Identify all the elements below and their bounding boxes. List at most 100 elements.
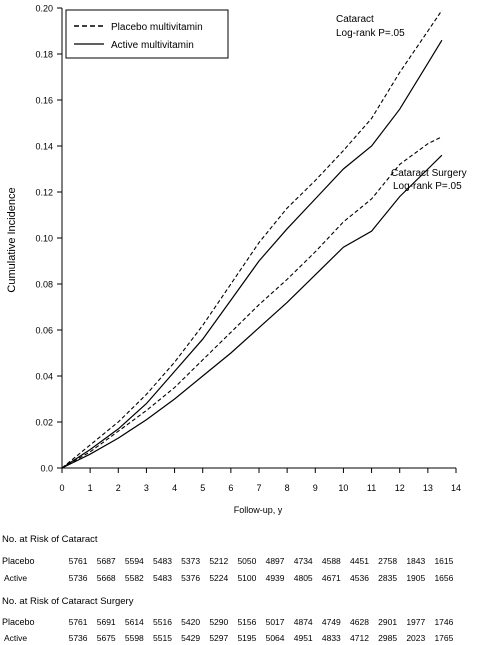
legend-active-label: Active multivitamin bbox=[111, 40, 194, 51]
risk-count-cell: 5515 bbox=[153, 633, 172, 643]
legend: Placebo multivitamin Active multivitamin bbox=[65, 9, 229, 59]
series-line-cataract-active-multivitamin bbox=[61, 39, 443, 469]
y-axis-label: Cumulative Incidence bbox=[6, 187, 18, 292]
y-tick-label: 0.08 bbox=[35, 280, 53, 290]
risk-count-cell: 5064 bbox=[265, 633, 285, 643]
risk-count-cell: 1615 bbox=[434, 556, 454, 566]
risk-count-cell: 5100 bbox=[237, 573, 257, 583]
risk-count-cell: 4833 bbox=[321, 633, 341, 643]
x-tick-label: 14 bbox=[451, 483, 461, 493]
series-line-cataract-placebo-multivitamin bbox=[61, 9, 443, 469]
risk-count-cell: 4939 bbox=[265, 573, 285, 583]
risk-count-cell: 5212 bbox=[209, 556, 229, 566]
risk-count-cell: 4874 bbox=[293, 617, 313, 627]
risk-row-placebo: Placebo 5761 5691 5614 5516 5420 5290 5156 5017… bbox=[0, 617, 500, 629]
risk-row-label: Active bbox=[4, 633, 28, 643]
risk-count-cell: 5691 bbox=[96, 617, 116, 627]
risk-count-cell: 5675 bbox=[96, 633, 116, 643]
legend-placebo-label: Placebo multivitamin bbox=[111, 22, 203, 33]
series-line-cataract-surgery-placebo-multivitamin bbox=[61, 136, 443, 469]
risk-count-cell: 5516 bbox=[153, 617, 172, 627]
risk-count-cell: 5429 bbox=[181, 633, 201, 643]
risk-count-cell: 1656 bbox=[434, 573, 454, 583]
risk-row-label: Placebo bbox=[2, 556, 35, 566]
series-line-cataract-surgery-active-multivitamin bbox=[61, 154, 443, 469]
cumulative-incidence-chart: 0.0 0.02 0.04 0.06 0.08 0.10 0.12 0.14 0.16 0.18 0… bbox=[6, 4, 467, 516]
risk-row-active: Active 5736 5668 5582 5483 5376 5224 5100 4939 4… bbox=[0, 573, 500, 585]
risk-count-cell: 4628 bbox=[350, 617, 369, 627]
y-tick-label: 0.12 bbox=[35, 188, 53, 198]
legend-box bbox=[65, 9, 229, 59]
risk-count-cell: 2985 bbox=[378, 633, 398, 643]
risk-table-title: No. at Risk of Cataract Surgery bbox=[2, 596, 134, 607]
risk-count-cell: 5483 bbox=[153, 556, 172, 566]
risk-count-cell: 5594 bbox=[124, 556, 144, 566]
x-tick-label: 0 bbox=[59, 483, 64, 493]
risk-count-cell: 5761 bbox=[68, 617, 88, 627]
risk-row-placebo: Placebo 5761 5687 5594 5483 5373 5212 5050 4897… bbox=[0, 556, 500, 568]
risk-count-cell: 4897 bbox=[265, 556, 285, 566]
y-tick-label: 0.10 bbox=[35, 234, 53, 244]
x-tick-label: 1 bbox=[88, 483, 93, 493]
y-axis-ticks: 0.0 0.02 0.04 0.06 0.08 0.10 0.12 0.14 0.16 0.18 0… bbox=[35, 4, 62, 474]
risk-count-cell: 5668 bbox=[96, 573, 116, 583]
x-axis-label: Follow-up, y bbox=[234, 505, 283, 515]
y-tick-label: 0.02 bbox=[35, 418, 53, 428]
risk-count-cell: 5050 bbox=[237, 556, 257, 566]
x-tick-label: 8 bbox=[285, 483, 290, 493]
x-tick-label: 6 bbox=[228, 483, 233, 493]
risk-count-cell: 5290 bbox=[209, 617, 229, 627]
annotation-cataract-line1: Cataract bbox=[336, 14, 374, 25]
y-tick-label: 0.06 bbox=[35, 326, 53, 336]
risk-count-cell: 4749 bbox=[321, 617, 341, 627]
plot-frame bbox=[61, 8, 456, 469]
risk-row-active: Active 5736 5675 5598 5515 5429 5297 5195 5064 4… bbox=[0, 633, 500, 645]
y-tick-label: 0.04 bbox=[35, 372, 53, 382]
risk-count-cell: 5598 bbox=[124, 633, 144, 643]
y-tick-label: 0.20 bbox=[35, 4, 53, 14]
risk-count-cell: 5736 bbox=[68, 573, 88, 583]
risk-count-cell: 5376 bbox=[181, 573, 201, 583]
annotation-surgery-line2: Log-rank P=.05 bbox=[393, 181, 462, 192]
chart-series bbox=[61, 9, 443, 469]
x-tick-label: 11 bbox=[367, 483, 376, 493]
x-tick-label: 13 bbox=[423, 483, 433, 493]
y-tick-label: 0.18 bbox=[35, 50, 53, 60]
risk-count-cell: 5736 bbox=[68, 633, 88, 643]
risk-count-cell: 5483 bbox=[153, 573, 172, 583]
risk-count-cell: 1765 bbox=[434, 633, 454, 643]
x-tick-label: 2 bbox=[116, 483, 121, 493]
risk-count-cell: 5297 bbox=[209, 633, 229, 643]
risk-count-cell: 5195 bbox=[237, 633, 257, 643]
risk-count-cell: 1746 bbox=[434, 617, 454, 627]
x-tick-label: 5 bbox=[200, 483, 205, 493]
x-tick-label: 4 bbox=[172, 483, 177, 493]
risk-count-cell: 4588 bbox=[321, 556, 341, 566]
x-axis-ticks: 0 1 2 3 4 5 6 7 8 9 10 11 12 13 14 bbox=[59, 468, 461, 493]
risk-table-title: No. at Risk of Cataract bbox=[2, 534, 98, 545]
risk-count-cell: 2835 bbox=[378, 573, 398, 583]
risk-count-cell: 5687 bbox=[96, 556, 116, 566]
risk-count-cell: 4805 bbox=[293, 573, 313, 583]
risk-count-cell: 2901 bbox=[378, 617, 398, 627]
risk-row-label: Active bbox=[4, 573, 28, 583]
risk-row-label: Placebo bbox=[2, 617, 35, 627]
risk-count-cell: 1977 bbox=[406, 617, 426, 627]
risk-count-cell: 5582 bbox=[124, 573, 144, 583]
x-tick-label: 3 bbox=[144, 483, 149, 493]
risk-count-cell: 5373 bbox=[181, 556, 201, 566]
risk-count-cell: 1905 bbox=[406, 573, 426, 583]
risk-count-cell: 2023 bbox=[406, 633, 426, 643]
x-tick-label: 7 bbox=[256, 483, 261, 493]
x-tick-label: 10 bbox=[338, 483, 348, 493]
x-tick-label: 9 bbox=[313, 483, 318, 493]
y-tick-label: 0.16 bbox=[35, 96, 53, 106]
risk-count-cell: 5420 bbox=[181, 617, 201, 627]
risk-count-cell: 5614 bbox=[124, 617, 144, 627]
risk-count-cell: 1843 bbox=[406, 556, 426, 566]
risk-count-cell: 4951 bbox=[293, 633, 313, 643]
risk-count-cell: 5224 bbox=[209, 573, 229, 583]
risk-count-cell: 4451 bbox=[350, 556, 369, 566]
risk-count-cell: 5017 bbox=[265, 617, 285, 627]
risk-count-cell: 5156 bbox=[237, 617, 257, 627]
